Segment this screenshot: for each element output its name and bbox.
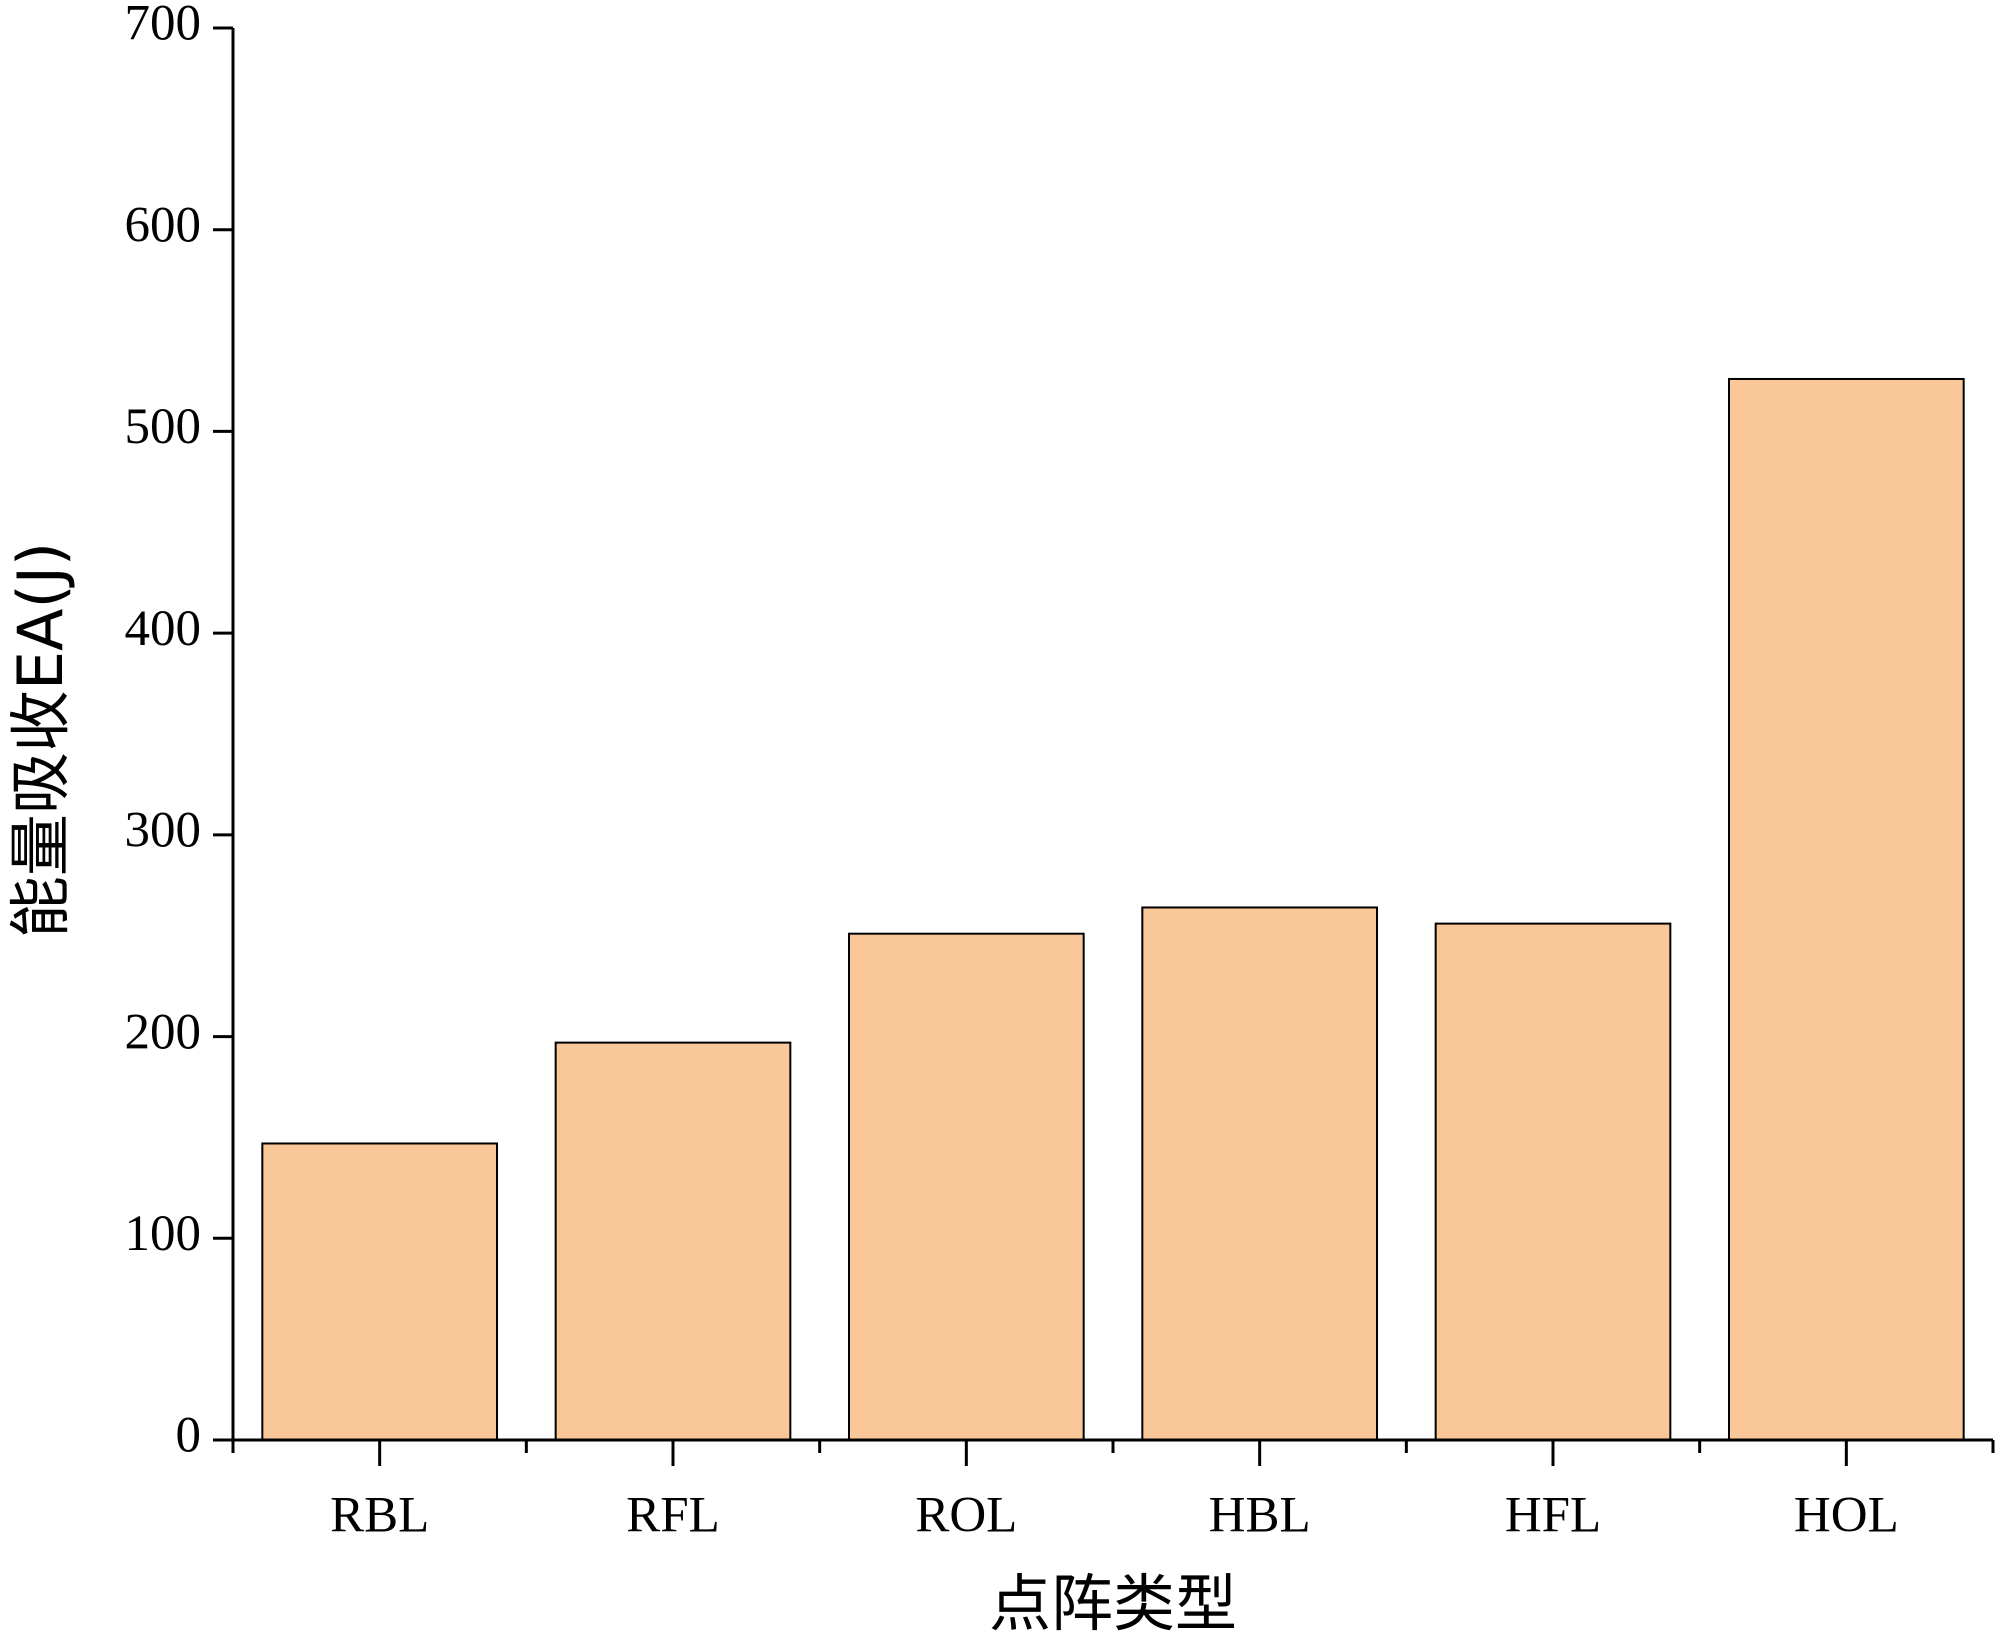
y-tick-label: 200	[125, 1004, 202, 1060]
y-tick-label: 0	[176, 1408, 202, 1464]
y-tick-label: 500	[125, 399, 202, 455]
x-tick-label: RBL	[330, 1488, 429, 1544]
x-tick-label: RFL	[626, 1488, 720, 1544]
x-tick-label: HOL	[1794, 1488, 1899, 1544]
y-tick-label: 600	[125, 197, 202, 253]
y-tick-label: 100	[125, 1206, 202, 1262]
y-tick-label: 400	[125, 601, 202, 657]
bar	[1434, 922, 1672, 1441]
bar	[554, 1041, 792, 1441]
bar	[848, 932, 1085, 1441]
x-axis-title: 点阵类型	[989, 1567, 1237, 1640]
bar	[1141, 906, 1379, 1441]
x-tick-label: HFL	[1505, 1488, 1601, 1544]
bar	[1728, 377, 1965, 1441]
x-tick-label: ROL	[915, 1488, 1017, 1544]
y-tick-label: 300	[125, 803, 202, 859]
x-tick-label: HBL	[1209, 1488, 1311, 1544]
y-axis-title: 能量吸收EA(J)	[4, 542, 77, 938]
bar	[261, 1142, 499, 1441]
y-tick-label: 700	[125, 0, 202, 52]
